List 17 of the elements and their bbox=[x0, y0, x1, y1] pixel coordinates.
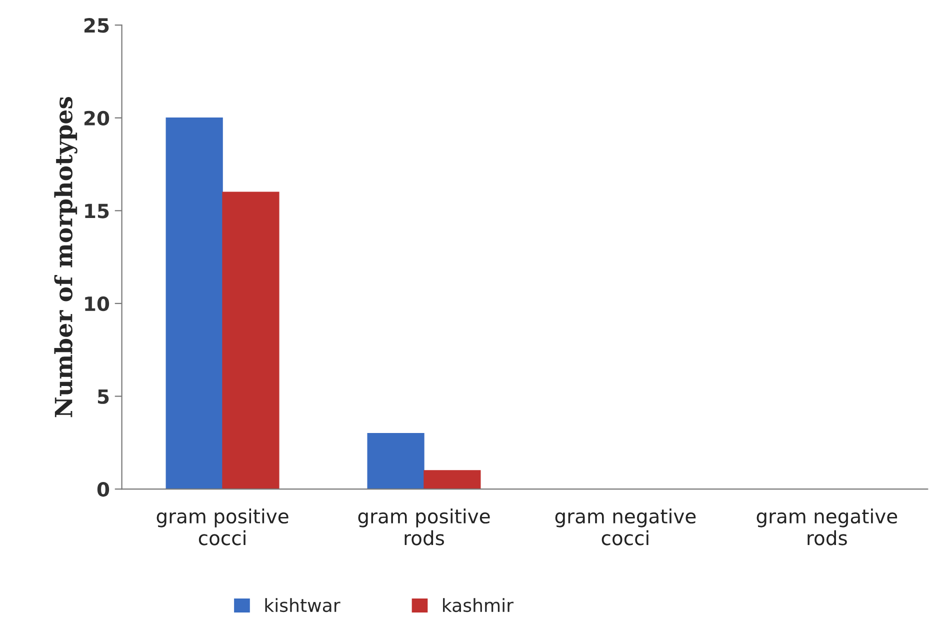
y-tick-label: 10 bbox=[85, 296, 110, 312]
y-tick-label: 25 bbox=[84, 18, 109, 33]
x-tick-label: gram negative rods bbox=[756, 508, 898, 546]
bar bbox=[424, 470, 481, 490]
y-axis-title: Number of morphotypes bbox=[54, 96, 78, 418]
bar bbox=[166, 118, 223, 490]
legend-label: kashmir bbox=[443, 598, 514, 612]
x-tick-label: gram positive rods bbox=[358, 508, 490, 546]
y-tick-label: 15 bbox=[85, 204, 109, 218]
bar bbox=[222, 192, 280, 490]
x-tick-label: gram positive cocci bbox=[156, 508, 288, 546]
legend-label: kishtwar bbox=[265, 598, 340, 612]
bar bbox=[367, 433, 424, 490]
y-tick-label: 5 bbox=[98, 389, 109, 404]
y-tick-label: 0 bbox=[97, 482, 110, 497]
x-tick-label: gram negative cocci bbox=[555, 508, 696, 546]
y-tick-label: 20 bbox=[84, 110, 110, 126]
